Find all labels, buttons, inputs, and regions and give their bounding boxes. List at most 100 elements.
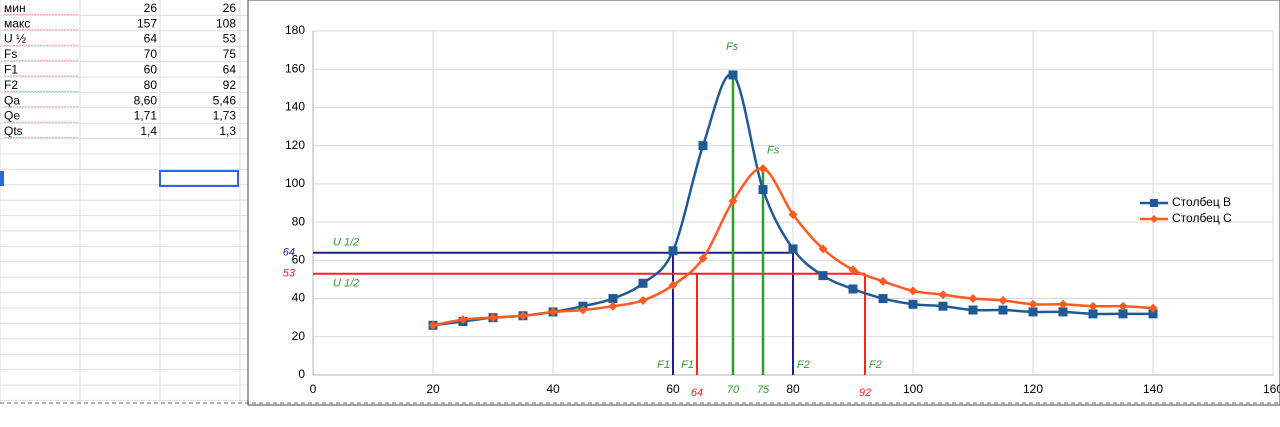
f1-value: 64 <box>691 387 703 399</box>
point <box>818 244 828 254</box>
point <box>638 278 648 288</box>
cell-value: 157 <box>137 16 157 30</box>
cell-label: U ½ <box>4 32 26 46</box>
point <box>788 209 798 219</box>
legend-marker <box>1150 215 1158 223</box>
x-tick-label: 80 <box>786 382 800 396</box>
cell-label: мин <box>4 1 26 15</box>
point <box>758 185 768 195</box>
fs-value: 75 <box>757 384 770 396</box>
y-tick-label: 140 <box>285 100 305 114</box>
cell-label: F2 <box>4 78 18 92</box>
x-tick-label: 0 <box>310 382 317 396</box>
u-half-value: 64 <box>283 247 295 259</box>
point <box>638 295 648 305</box>
cell-value: 8,60 <box>134 93 158 107</box>
selected-cell[interactable] <box>159 170 239 187</box>
cell-value: 53 <box>223 32 237 46</box>
cell-value: 1,3 <box>219 124 236 138</box>
y-tick-label: 180 <box>285 23 305 37</box>
f1-label: F1 <box>657 359 670 371</box>
x-tick-label: 40 <box>546 382 560 396</box>
cell-value: 60 <box>144 62 158 76</box>
x-tick-label: 140 <box>1143 382 1163 396</box>
cell-value: 5,46 <box>213 93 237 107</box>
cell-label: Fs <box>4 47 17 61</box>
point <box>488 313 498 323</box>
fs-value: 70 <box>727 384 740 396</box>
u-half-value: 53 <box>283 268 296 280</box>
point <box>1118 301 1128 311</box>
y-tick-label: 120 <box>285 138 305 152</box>
u-half-label: U 1/2 <box>333 278 359 290</box>
point <box>848 284 858 294</box>
point <box>458 315 468 325</box>
point <box>1118 309 1128 319</box>
point <box>938 301 948 311</box>
point <box>998 305 1008 315</box>
cell-value: 1,4 <box>140 124 157 138</box>
x-tick-label: 160 <box>1263 382 1280 396</box>
cell-value: 1,73 <box>213 109 237 123</box>
row-marker <box>0 171 4 186</box>
f2-value: 92 <box>859 387 871 399</box>
point <box>968 305 978 315</box>
cell-label: макс <box>4 16 30 30</box>
cell-value: 26 <box>144 1 158 15</box>
point <box>698 141 708 151</box>
point <box>998 295 1008 305</box>
point <box>848 265 858 275</box>
point <box>1148 309 1158 319</box>
y-tick-label: 160 <box>285 61 305 75</box>
point <box>908 286 918 296</box>
fs-label: Fs <box>767 145 780 157</box>
point <box>968 294 978 304</box>
cell-value: 70 <box>144 47 158 61</box>
point <box>1148 303 1158 313</box>
f2-label: F2 <box>797 359 810 371</box>
point <box>668 280 678 290</box>
cell-value: 92 <box>223 78 237 92</box>
cell-value: 80 <box>144 78 158 92</box>
point <box>1028 299 1038 309</box>
point <box>728 196 738 206</box>
point <box>548 307 558 317</box>
point <box>1028 307 1038 317</box>
legend-label: Столбец B <box>1172 195 1231 209</box>
cell-value: 108 <box>216 16 236 30</box>
legend-marker <box>1150 199 1158 207</box>
point <box>1058 299 1068 309</box>
f1-label: F1 <box>681 359 694 371</box>
point <box>578 305 588 315</box>
point <box>878 294 888 304</box>
point <box>818 271 828 281</box>
u-half-label: U 1/2 <box>333 237 359 249</box>
f2-label: F2 <box>869 359 882 371</box>
y-tick-label: 20 <box>292 329 306 343</box>
point <box>878 276 888 286</box>
x-tick-label: 120 <box>1023 382 1043 396</box>
fs-label: Fs <box>726 41 739 53</box>
point <box>668 246 678 256</box>
point <box>428 320 438 330</box>
point <box>728 70 738 80</box>
x-tick-label: 100 <box>903 382 923 396</box>
legend-label: Столбец C <box>1172 211 1232 225</box>
point <box>938 290 948 300</box>
point <box>908 299 918 309</box>
point <box>518 311 528 321</box>
x-tick-label: 60 <box>666 382 680 396</box>
cell-label: Qa <box>4 93 20 107</box>
cell-value: 26 <box>223 1 237 15</box>
point <box>788 244 798 254</box>
point <box>1058 307 1068 317</box>
point <box>698 253 708 263</box>
cell-value: 64 <box>144 32 158 46</box>
x-tick-label: 20 <box>426 382 440 396</box>
point <box>608 294 618 304</box>
y-tick-label: 0 <box>298 367 305 381</box>
y-tick-label: 80 <box>292 214 306 228</box>
point <box>608 301 618 311</box>
